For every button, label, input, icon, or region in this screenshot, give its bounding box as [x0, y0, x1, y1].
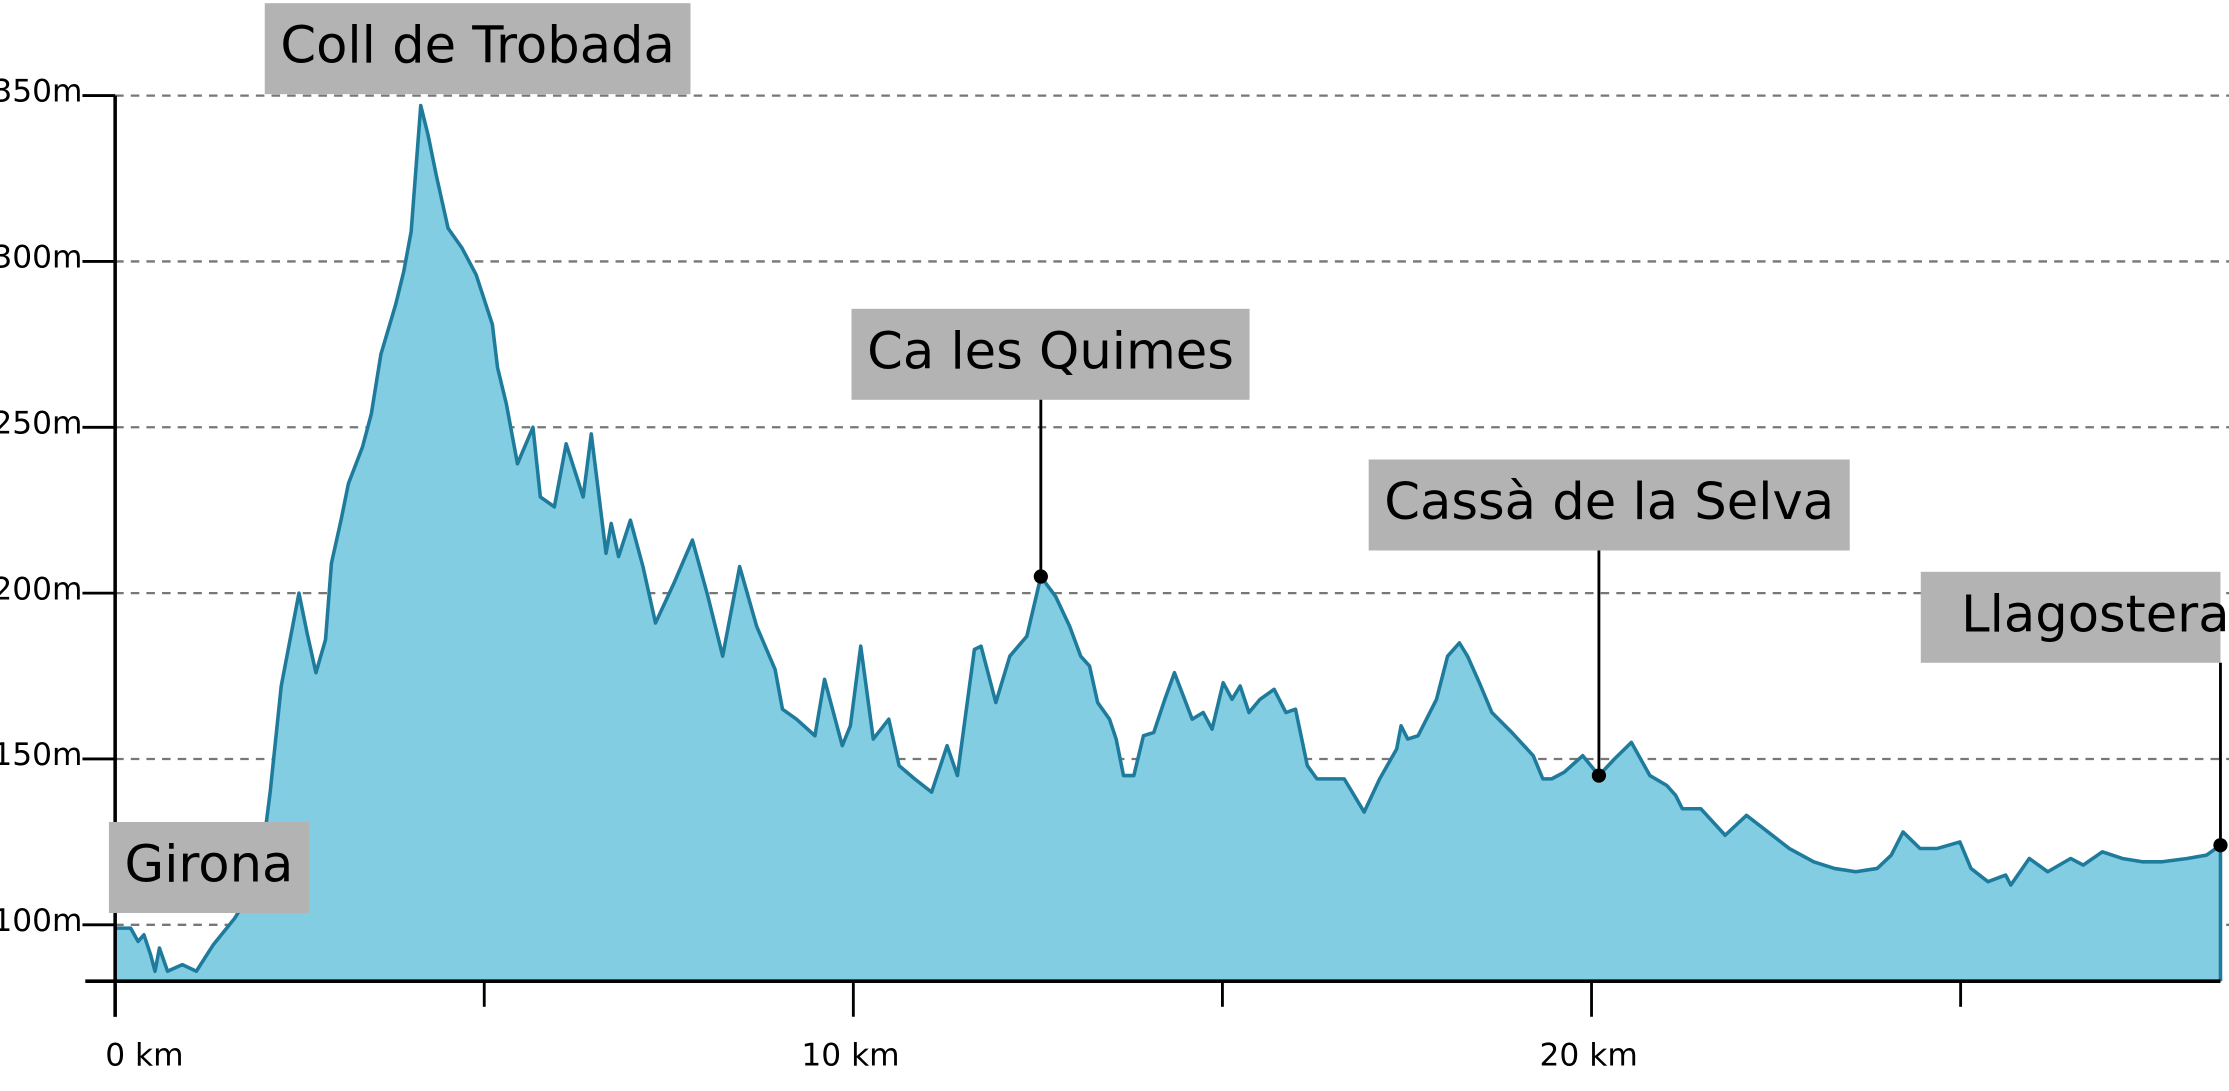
annotation-label: Ca les Quimes	[867, 322, 1234, 381]
x-tick-label: 10 km	[801, 1038, 899, 1074]
annotation-label: Girona	[125, 835, 294, 894]
label-box	[851, 308, 1250, 400]
area	[115, 105, 2221, 982]
y-tick-label: 200m	[0, 571, 82, 607]
x-tick-label: 20 km	[1540, 1038, 1638, 1074]
annotation: Ca les Quimes	[851, 308, 1250, 584]
annotation: Coll de Trobada	[264, 3, 691, 95]
y-tick-label: 350m	[0, 74, 82, 110]
annotation-label: Coll de Trobada	[280, 17, 674, 76]
line	[115, 103, 2223, 982]
marker-dot	[1591, 768, 1607, 783]
label-box	[1368, 459, 1850, 551]
annotation-label: Llagostera	[1961, 585, 2229, 644]
marker-dot	[1033, 569, 1048, 584]
annotation: Girona	[108, 821, 310, 913]
annotation-label: Cassà de la Selva	[1384, 473, 1834, 532]
annotation: Cassà de la Selva	[1368, 459, 1850, 783]
y-tick-label: 100m	[0, 903, 82, 939]
y-tick-label: 150m	[0, 737, 82, 773]
x-tick-label: 0 km	[105, 1038, 183, 1074]
y-tick-label: 250m	[0, 405, 82, 441]
label-box	[264, 3, 691, 95]
y-tick-label: 300m	[0, 240, 82, 276]
label-box	[108, 821, 310, 913]
annotation: Llagostera	[1920, 571, 2229, 853]
label-box	[1920, 571, 2221, 663]
marker-dot	[2213, 838, 2228, 853]
